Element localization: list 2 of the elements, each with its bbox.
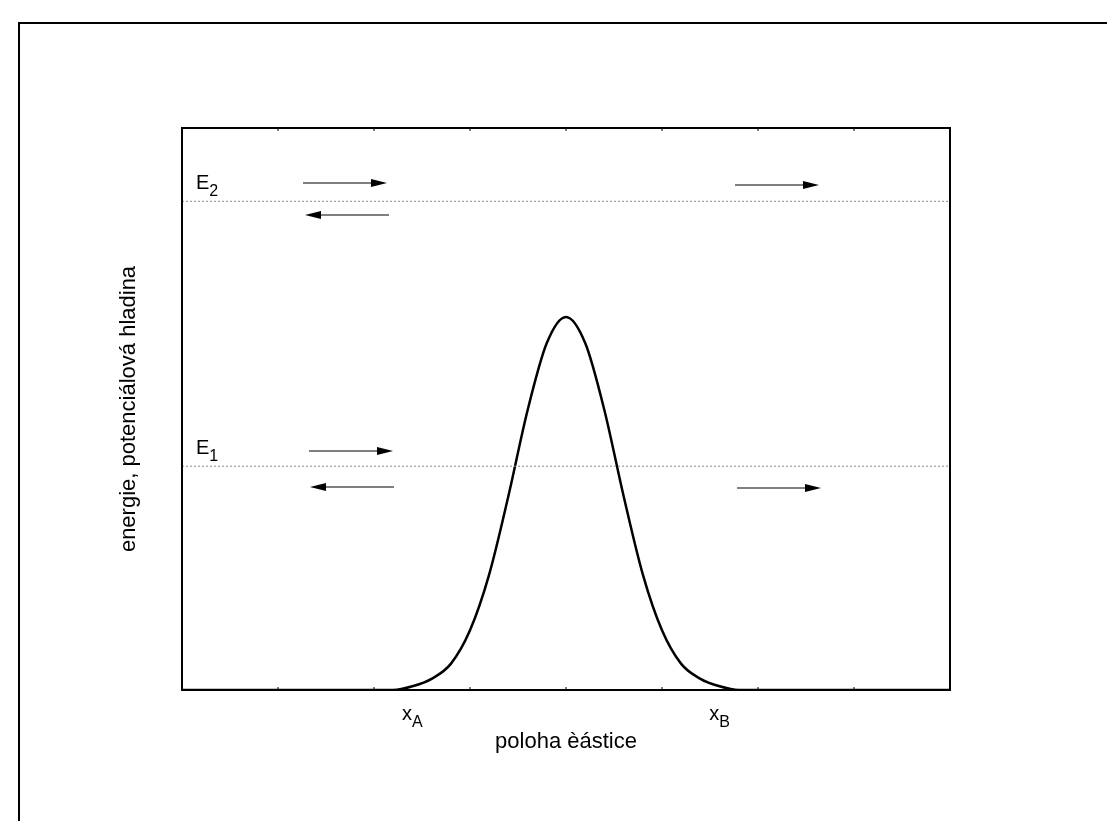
y-axis-title: energie, potenciálová hladina (115, 265, 141, 553)
x-axis-title: poloha èástice (495, 727, 637, 753)
